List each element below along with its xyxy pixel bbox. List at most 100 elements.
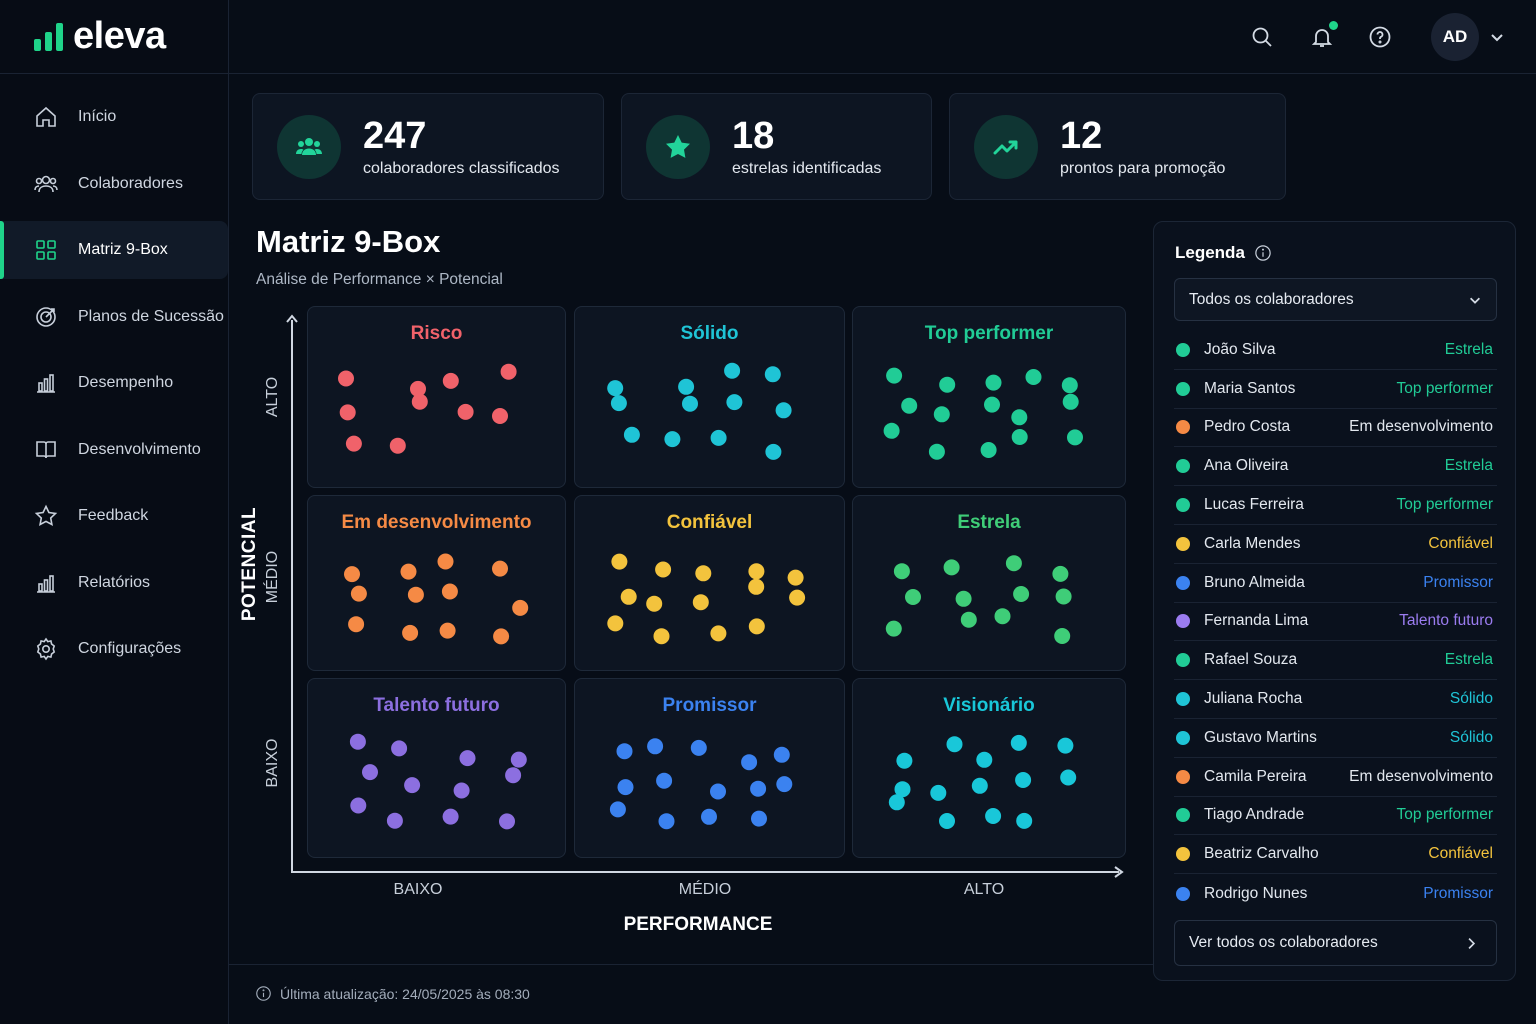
employee-dot[interactable] — [690, 739, 707, 756]
employee-dot[interactable] — [955, 590, 972, 607]
employee-dot[interactable] — [1061, 377, 1078, 394]
legend-row[interactable]: Ana Oliveira Estrela — [1174, 447, 1497, 487]
employee-dot[interactable] — [499, 813, 515, 830]
employee-dot[interactable] — [402, 624, 419, 641]
matrix-cell-em-desenvolvimento[interactable]: Em desenvolvimento — [307, 495, 566, 671]
employee-dot[interactable] — [442, 808, 459, 825]
view-all-button[interactable]: Ver todos os colaboradores — [1174, 920, 1497, 966]
employee-dot[interactable] — [750, 780, 767, 797]
info-icon[interactable] — [1254, 244, 1272, 262]
employee-dot[interactable] — [894, 781, 911, 798]
employee-dot[interactable] — [620, 588, 637, 605]
employee-dot[interactable] — [493, 628, 510, 645]
sidebar-item-inicio[interactable]: Início — [0, 88, 228, 146]
employee-dot[interactable] — [1054, 628, 1071, 644]
employee-dot[interactable] — [930, 784, 947, 801]
employee-dot[interactable] — [905, 589, 921, 605]
employee-dot[interactable] — [886, 367, 903, 384]
sidebar-item-planos-de-sucessao[interactable]: Planos de Sucessão — [0, 288, 228, 346]
employee-dot[interactable] — [946, 736, 963, 753]
sidebar-item-colaboradores[interactable]: Colaboradores — [0, 155, 228, 213]
employee-dot[interactable] — [789, 589, 806, 606]
employee-dot[interactable] — [1013, 586, 1030, 602]
legend-row[interactable]: Fernanda Lima Talento futuro — [1174, 603, 1497, 642]
employee-dot[interactable] — [901, 397, 918, 414]
employee-dot[interactable] — [1055, 588, 1072, 605]
employee-dot[interactable] — [610, 395, 627, 412]
employee-dot[interactable] — [411, 393, 428, 410]
employee-dot[interactable] — [439, 622, 456, 639]
matrix-cell-promissor[interactable]: Promissor — [574, 678, 845, 858]
sidebar-item-matriz-9-box[interactable]: Matriz 9-Box — [0, 221, 228, 279]
legend-row[interactable]: Tiago Andrade Top performer — [1174, 797, 1497, 836]
legend-row[interactable]: Maria Santos Top performer — [1174, 370, 1497, 409]
employee-dot[interactable] — [896, 752, 913, 769]
employee-dot[interactable] — [888, 794, 905, 811]
legend-row[interactable]: Lucas Ferreira Top performer — [1174, 486, 1497, 525]
matrix-cell-risco[interactable]: Risco — [307, 306, 566, 488]
matrix-cell-talento-futuro[interactable]: Talento futuro — [307, 678, 566, 858]
matrix-cell-confiavel[interactable]: Confiável — [574, 495, 845, 671]
employee-dot[interactable] — [724, 362, 741, 379]
employee-dot[interactable] — [933, 406, 950, 423]
employee-dot[interactable] — [939, 813, 955, 829]
employee-dot[interactable] — [1011, 429, 1028, 445]
employee-dot[interactable] — [701, 808, 717, 825]
employee-dot[interactable] — [765, 443, 782, 460]
employee-dot[interactable] — [976, 751, 993, 768]
employee-dot[interactable] — [349, 733, 366, 750]
employee-dot[interactable] — [437, 553, 454, 570]
employee-dot[interactable] — [787, 569, 804, 586]
employee-dot[interactable] — [442, 372, 459, 389]
employee-dot[interactable] — [893, 563, 910, 580]
employee-dot[interactable] — [1062, 393, 1079, 410]
employee-dot[interactable] — [748, 563, 765, 580]
matrix-cell-top-performer[interactable]: Top performer — [852, 306, 1126, 488]
employee-dot[interactable] — [339, 404, 356, 421]
employee-dot[interactable] — [655, 561, 672, 578]
employee-dot[interactable] — [441, 583, 458, 600]
employee-dot[interactable] — [985, 374, 1002, 391]
employee-dot[interactable] — [1011, 409, 1028, 426]
employee-dot[interactable] — [994, 608, 1011, 625]
employee-dot[interactable] — [617, 779, 634, 796]
employee-dot[interactable] — [656, 772, 673, 789]
employee-dot[interactable] — [971, 777, 988, 794]
employee-dot[interactable] — [980, 442, 997, 458]
employee-dot[interactable] — [362, 764, 378, 781]
employee-dot[interactable] — [492, 560, 508, 577]
employee-dot[interactable] — [391, 740, 408, 757]
employee-dot[interactable] — [646, 595, 663, 612]
employee-dot[interactable] — [492, 408, 508, 424]
employee-dot[interactable] — [710, 429, 727, 446]
legend-row[interactable]: Rodrigo Nunes Promissor — [1174, 874, 1497, 913]
employee-dot[interactable] — [1016, 812, 1033, 829]
employee-dot[interactable] — [404, 777, 421, 794]
sidebar-item-desempenho[interactable]: Desempenho — [0, 354, 228, 412]
employee-dot[interactable] — [1067, 429, 1083, 446]
employee-dot[interactable] — [883, 422, 900, 439]
sidebar-item-desenvolvimento[interactable]: Desenvolvimento — [0, 421, 228, 479]
employee-dot[interactable] — [1015, 772, 1032, 788]
avatar[interactable]: AD — [1431, 13, 1479, 61]
employee-dot[interactable] — [609, 801, 626, 818]
employee-dot[interactable] — [741, 754, 758, 771]
employee-dot[interactable] — [773, 746, 790, 763]
employee-dot[interactable] — [350, 585, 367, 602]
employee-dot[interactable] — [616, 743, 633, 760]
matrix-cell-visionario[interactable]: Visionário — [852, 678, 1126, 858]
search-button[interactable] — [1250, 25, 1274, 49]
employee-dot[interactable] — [984, 396, 1000, 413]
employee-dot[interactable] — [386, 812, 403, 829]
matrix-cell-solido[interactable]: Sólido — [574, 306, 845, 488]
employee-dot[interactable] — [348, 616, 365, 633]
legend-row[interactable]: Carla Mendes Confiável — [1174, 525, 1497, 564]
employee-dot[interactable] — [611, 553, 628, 570]
user-menu-button[interactable] — [1489, 29, 1505, 45]
employee-dot[interactable] — [775, 402, 792, 419]
employee-dot[interactable] — [410, 380, 426, 397]
employee-dot[interactable] — [748, 578, 765, 595]
employee-dot[interactable] — [726, 394, 743, 411]
sidebar-item-feedback[interactable]: Feedback — [0, 487, 228, 545]
legend-row[interactable]: Pedro Costa Em desenvolvimento — [1174, 409, 1497, 448]
